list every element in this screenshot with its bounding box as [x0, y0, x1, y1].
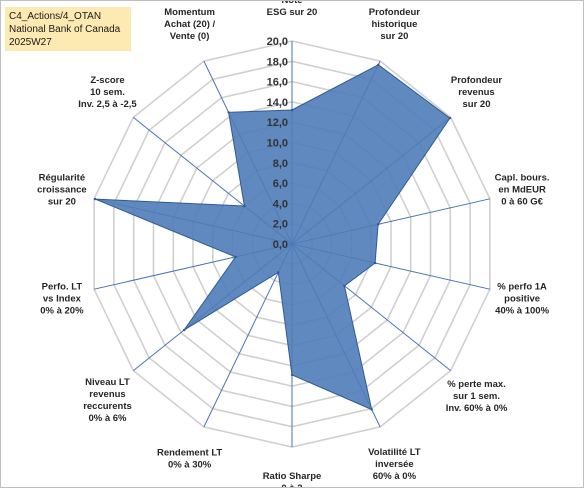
tick-label-4: 8,0	[273, 158, 288, 170]
data-point-3	[376, 223, 380, 226]
data-point-5	[343, 284, 346, 287]
axis-label-8: Rendement LT 0% à 30%	[157, 447, 222, 470]
tick-label-8: 16,0	[267, 77, 288, 89]
data-point-9	[182, 328, 186, 332]
chart-header-box: C4_Actions/4_OTAN National Bank of Canad…	[5, 7, 131, 51]
axis-label-1: Profondeur historique sur 20	[369, 7, 420, 42]
data-point-12	[243, 204, 246, 208]
axis-label-4: % perfo 1A positive 40% à 100%	[495, 281, 549, 316]
data-point-4	[373, 261, 377, 265]
tick-label-2: 4,0	[273, 198, 288, 210]
data-point-13	[227, 111, 230, 114]
header-line-1: C4_Actions/4_OTAN	[9, 11, 102, 22]
axis-label-6: Volatilité LT inversée 60% à 0%	[368, 447, 421, 482]
data-point-10	[234, 255, 237, 259]
data-point-8	[277, 271, 280, 274]
axis-label-7: Ratio Sharpe0 à 2	[263, 471, 322, 487]
axis-label-5: % perte max. sur 1 sem. Inv. 60% à 0%	[446, 379, 508, 414]
tick-label-10: 20,0	[267, 36, 288, 48]
tick-label-7: 14,0	[267, 97, 288, 109]
tick-label-3: 6,0	[273, 178, 288, 190]
data-point-11	[93, 197, 97, 201]
tick-label-5: 10,0	[267, 138, 288, 150]
axis-label-2: Profondeur revenus sur 20	[451, 75, 502, 110]
data-point-1	[377, 63, 380, 66]
data-point-6	[370, 408, 373, 411]
header-line-2: National Bank of Canada	[9, 24, 121, 35]
axis-label-0: NoteESG sur 20	[267, 1, 318, 18]
axis-label-10: Perfo. LT vs Index 0% à 20%	[40, 281, 84, 316]
data-point-2	[448, 116, 452, 120]
axis-label-11: Régularité croissance sur 20	[37, 173, 87, 208]
tick-label-0: 0,0	[273, 239, 288, 251]
data-point-7	[290, 373, 294, 377]
tick-label-6: 12,0	[267, 117, 288, 129]
axis-spoke-8	[203, 243, 293, 428]
header-line-3: 2025W27	[9, 37, 52, 48]
axis-label-3: Capl. bours. en MdEUR 0 à 60 G€	[495, 173, 550, 208]
tick-label-9: 18,0	[267, 56, 288, 68]
data-point-0	[290, 108, 294, 112]
tick-label-1: 2,0	[273, 219, 288, 231]
axis-label-13: Momentum Achat (20) / Vente (0)	[164, 7, 216, 42]
axis-label-12: Z-score 10 sem. Inv. 2,5 à -2,5	[78, 75, 137, 110]
axis-label-9: Niveau LT revenus reccurents 0% à 6%	[83, 377, 132, 424]
